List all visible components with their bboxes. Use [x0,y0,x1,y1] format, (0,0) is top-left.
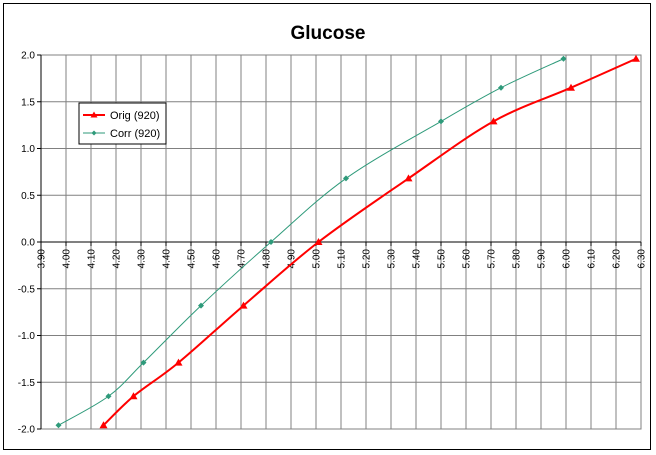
series-line [102,57,637,426]
glucose-chart: Glucose 3.90 4.00 4.10 4.20 4.30 4.40 4.50 4.60… [18,23,648,436]
y-tick-label: 1.5 [21,97,35,108]
x-tick-label: 4.20 [112,249,123,269]
x-tick-label: 4.00 [62,249,73,269]
y-tick-label: 0.5 [21,191,35,202]
series-orig [99,54,640,429]
x-tick-label: 5.90 [537,249,548,269]
data-point [404,174,413,182]
series-layer [55,54,640,429]
x-tick-label: 6.10 [587,249,598,269]
chart-frame: Glucose 3.90 4.00 4.10 4.20 4.30 4.40 4.50 4.60… [3,3,651,450]
data-point [55,422,62,429]
data-point [438,118,444,125]
data-point [140,359,147,366]
legend-orig-marker [90,111,98,118]
legend-box [78,102,167,145]
x-tick-label: 5.40 [412,249,423,269]
x-tick-label: 4.60 [212,249,223,269]
legend-orig-label: Orig (920) [110,110,160,122]
x-tick-label: 3.90 [37,249,48,269]
x-tick-label: 6.20 [612,249,623,269]
x-tick-label: 5.70 [487,249,498,269]
legend-corr-marker [91,130,97,136]
x-tick-label: 6.00 [562,249,573,269]
axes: 3.90 4.00 4.10 4.20 4.30 4.40 4.50 4.60 4.70 4.80… [18,51,648,436]
x-tick-label: 4.40 [162,249,173,269]
data-point [129,392,138,400]
series-corr [55,55,567,429]
data-point [105,393,112,400]
x-tick-label: 4.80 [262,249,273,269]
data-point [198,302,204,309]
y-tick-label: -2.0 [18,425,36,436]
data-point [567,83,575,91]
legend: Orig (920) Corr (920) [78,102,167,145]
y-tick-label: -1.5 [18,378,36,389]
x-tick-label: 5.20 [362,249,373,269]
x-tick-label: 4.30 [137,249,148,269]
data-point [314,238,323,245]
x-tick-label: 4.70 [237,249,248,269]
legend-corr-label: Corr (920) [110,128,160,140]
x-tick-label: 5.50 [437,249,448,269]
y-tick-label: -0.5 [18,284,36,295]
x-tick-label: 5.00 [312,249,323,269]
x-tick-label: 6.30 [637,249,648,269]
x-tick-label: 5.80 [512,249,523,269]
series-line [58,58,564,426]
x-tick-label: 5.10 [337,249,348,269]
data-point [498,84,504,91]
chart-title: Glucose [291,23,366,44]
y-tick-label: 1.0 [21,144,35,155]
data-point [632,54,640,62]
data-point [239,301,248,309]
y-tick-label: 0.0 [21,238,35,249]
x-tick-label: 4.50 [187,249,198,269]
data-point [560,55,567,62]
x-tick-label: 4.90 [287,249,298,269]
data-point [343,175,349,182]
data-point [489,117,498,125]
x-tick-label: 5.60 [462,249,473,269]
x-tick-label: 5.30 [387,249,398,269]
y-tick-label: 2.0 [21,51,35,62]
x-tick-label: 4.10 [87,249,98,269]
data-point [268,239,274,245]
y-tick-label: -1.0 [18,331,36,342]
data-point [99,421,108,429]
data-point [174,358,183,366]
